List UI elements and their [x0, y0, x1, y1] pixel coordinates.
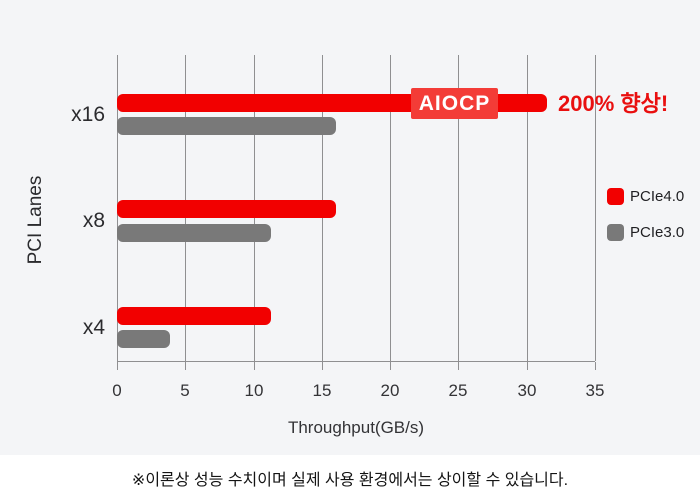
category-label-x8: x8 [82, 209, 105, 232]
plot-area [117, 55, 596, 362]
x-axis-tick-label: 25 [448, 381, 468, 400]
x-axis-title: Throughput(GB/s) [287, 418, 425, 437]
legend-label: PCIe3.0 [630, 224, 685, 241]
x-axis-tick-label: 10 [244, 381, 264, 400]
x-axis-tick [254, 362, 255, 370]
chart-gridline [595, 55, 596, 361]
improvement-callout: 200% 향상! [558, 91, 669, 116]
footer-disclaimer-bar: ※이론상 성능 수치이며 실제 사용 환경에서는 상이할 수 있습니다. [0, 455, 700, 500]
category-label-x4: x4 [82, 315, 105, 339]
x-axis-tick [595, 362, 596, 370]
legend: PCIe4.0 PCIe3.0 [607, 188, 684, 260]
x-axis-tick [527, 362, 528, 370]
bar-pcie30-x4 [117, 330, 170, 348]
x-axis-tick-label: 5 [180, 381, 190, 400]
bar-pcie40-x8 [117, 200, 336, 218]
legend-swatch [607, 188, 624, 205]
bar-pcie30-x8 [117, 224, 271, 242]
x-axis-tick [322, 362, 323, 370]
chart-gridline [458, 55, 459, 361]
legend-label: PCIe4.0 [630, 188, 685, 205]
x-axis-tick [458, 362, 459, 370]
x-axis-tick [117, 362, 118, 370]
x-axis-tick [185, 362, 186, 370]
category-label-x16: x16 [71, 102, 105, 126]
x-axis-tick-label: 20 [380, 381, 400, 400]
x-axis-tick-label: 15 [312, 381, 332, 400]
bar-pcie40-x4 [117, 307, 271, 325]
bar-pcie30-x16 [117, 117, 336, 135]
chart-gridline [527, 55, 528, 361]
legend-item-pcie30: PCIe3.0 [607, 224, 684, 241]
x-axis-tick-label: 30 [517, 381, 537, 400]
aiocp-badge: AIOCP [411, 88, 498, 119]
chart-area: PCI Lanes x16 x8 x4 0 5 10 15 20 25 30 35 Through… [0, 0, 700, 455]
legend-swatch [607, 224, 624, 241]
disclaimer-text: ※이론상 성능 수치이며 실제 사용 환경에서는 상이할 수 있습니다. [131, 471, 569, 489]
x-axis-tick [390, 362, 391, 370]
chart-gridline [390, 55, 391, 361]
x-axis-tick-label: 0 [112, 381, 122, 400]
legend-item-pcie40: PCIe4.0 [607, 188, 684, 205]
x-axis-tick-label: 35 [585, 381, 605, 400]
